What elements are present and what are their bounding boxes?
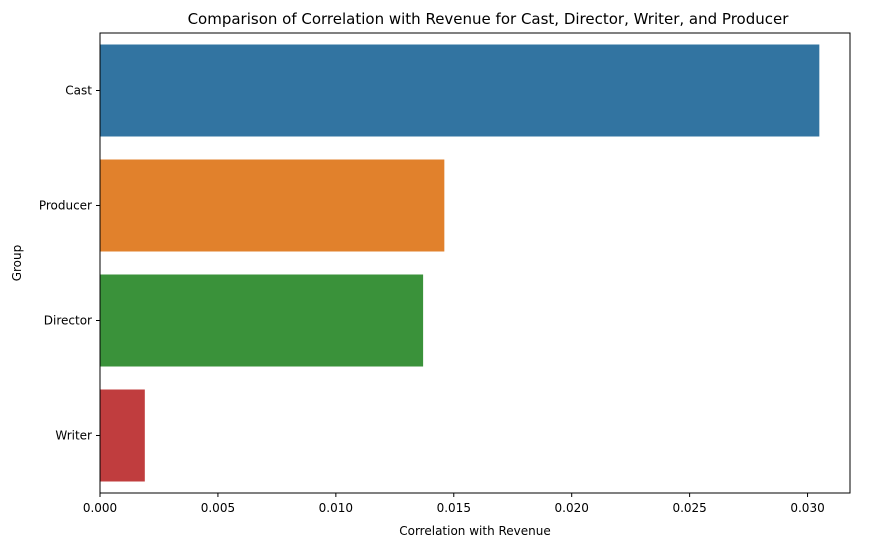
y-axis-label: Group xyxy=(10,245,24,282)
x-tick-label: 0.030 xyxy=(790,501,824,515)
x-axis-label: Correlation with Revenue xyxy=(399,524,551,538)
x-tick-label: 0.010 xyxy=(319,501,353,515)
plot-frame xyxy=(99,32,851,494)
bar-writer xyxy=(100,389,145,482)
bar-producer xyxy=(100,159,445,252)
x-tick-label: 0.025 xyxy=(672,501,706,515)
chart-title: Comparison of Correlation with Revenue f… xyxy=(188,10,790,28)
bar-director xyxy=(100,274,424,367)
y-tick-label: Director xyxy=(44,314,92,328)
x-axis-ticks: 0.000 0.005 0.010 0.015 0.020 0.025 0.030 xyxy=(83,493,825,515)
y-axis-ticks: Cast Producer Director Writer xyxy=(39,84,100,443)
bars xyxy=(100,44,820,482)
y-tick-label: Writer xyxy=(55,429,92,443)
bar-cast xyxy=(100,44,820,137)
y-tick-label: Producer xyxy=(39,199,92,213)
y-tick-label: Cast xyxy=(65,84,92,98)
x-tick-label: 0.005 xyxy=(201,501,235,515)
x-tick-label: 0.015 xyxy=(437,501,471,515)
x-tick-label: 0.020 xyxy=(555,501,589,515)
x-tick-label: 0.000 xyxy=(83,501,117,515)
